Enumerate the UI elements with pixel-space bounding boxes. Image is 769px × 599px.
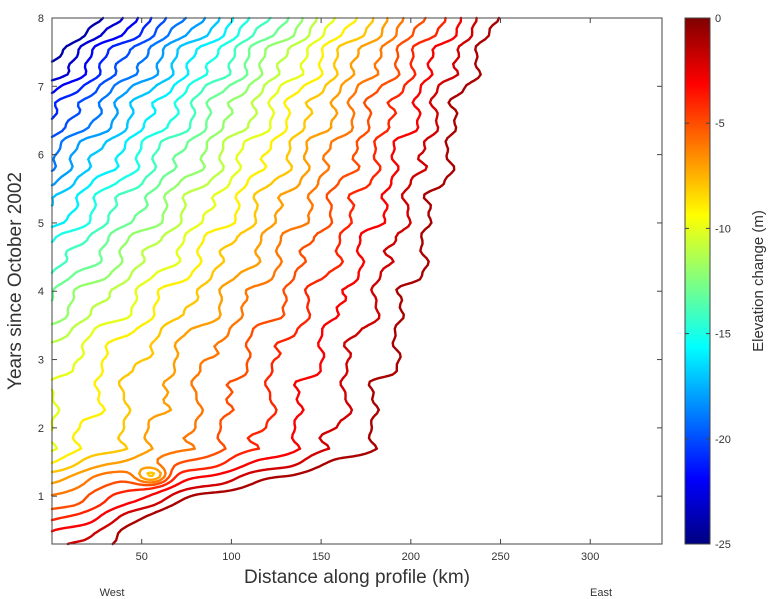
y-tick-label: 7	[38, 81, 44, 93]
colorbar-tick-label: 0	[715, 13, 721, 25]
colorbar-title: Elevation change (m)	[750, 210, 767, 352]
y-axis: 1 2 3 4 5 6 7 8	[38, 13, 662, 503]
x-tick-label: 150	[312, 551, 330, 563]
x-tick-label: 50	[136, 551, 148, 563]
colorbar-tick-label: -25	[715, 539, 731, 551]
contour-lines	[50, 16, 501, 546]
contour-line-20m	[50, 16, 168, 139]
contour-line-12m	[50, 16, 304, 326]
contour-line-16m	[50, 16, 235, 228]
contour-line-9m	[50, 16, 358, 465]
colorbar-tick-label: -5	[715, 118, 725, 130]
contour-line-10m	[50, 16, 337, 453]
contour-line-22m	[50, 16, 140, 95]
colorbar-tick-label: -20	[715, 434, 731, 446]
contour-line-3m	[50, 16, 463, 533]
x-axis: 50 100 150 200 250 300	[136, 18, 599, 563]
y-tick-label: 4	[38, 286, 44, 298]
contour-line-1m	[111, 16, 501, 546]
contour-line-7m	[50, 16, 389, 485]
y-tick-label: 6	[38, 150, 44, 162]
y-tick-label: 8	[38, 13, 44, 25]
colorbar-ticks: 0 -5 -10 -15 -20 -25	[685, 13, 731, 551]
x-axis-title: Distance along profile (km)	[244, 567, 470, 588]
y-tick-label: 5	[38, 218, 44, 230]
contour-line-21m	[50, 16, 153, 120]
plot-frame	[51, 17, 663, 545]
contour-line-6m	[50, 16, 405, 497]
west-label: West	[100, 587, 125, 599]
x-tick-label: 200	[402, 551, 420, 563]
x-tick-label: 300	[581, 551, 599, 563]
contour-line-5m	[50, 16, 427, 511]
contour-line-18m	[50, 16, 207, 187]
contour-line-23m	[50, 16, 124, 82]
colorbar-tick-label: -10	[715, 223, 731, 235]
x-tick-label: 250	[491, 551, 509, 563]
contour-line-24m	[50, 16, 105, 63]
east-label: East	[590, 587, 612, 599]
x-tick-label: 100	[222, 551, 240, 563]
contour-line-15m	[50, 16, 251, 244]
y-tick-label: 3	[38, 355, 44, 367]
contour-line-11m	[50, 16, 318, 344]
colorbar-tick-label: -15	[715, 329, 731, 341]
y-tick-label: 1	[38, 491, 44, 503]
contour-line-8m	[50, 16, 375, 478]
contour-line-4m	[50, 16, 447, 522]
colorbar	[684, 17, 711, 545]
contour-line-19m	[50, 16, 187, 172]
y-tick-label: 2	[38, 423, 44, 435]
contour-line-14m	[50, 16, 272, 274]
y-axis-title: Years since October 2002	[5, 172, 26, 390]
